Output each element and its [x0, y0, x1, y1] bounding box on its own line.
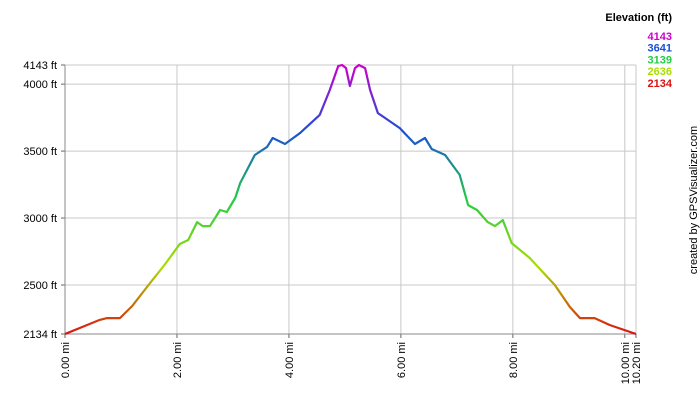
y-tick-label: 2500 ft: [23, 280, 57, 292]
y-tick-label: 3500 ft: [23, 146, 57, 158]
credit: created by GPSVisualizer.com: [688, 126, 700, 274]
x-tick-label: 4.00 mi: [284, 342, 296, 378]
x-tick-label: 0.00 mi: [60, 342, 72, 378]
legend-value: 4143: [648, 31, 672, 43]
y-tick-label: 3000 ft: [23, 213, 57, 225]
elevation-line: [64, 63, 637, 336]
x-tick-label: 10.20 mi: [631, 342, 643, 384]
legend-value: 2134: [648, 78, 673, 90]
legend-value: 2636: [648, 66, 672, 78]
legend-value: 3139: [648, 54, 672, 66]
x-tick-label: 2.00 mi: [172, 342, 184, 378]
y-tick-label: 4143 ft: [23, 60, 57, 72]
y-tick-label: 2134 ft: [23, 329, 57, 341]
x-tick-label: 6.00 mi: [396, 342, 408, 378]
y-tick-label: 4000 ft: [23, 79, 57, 91]
x-tick-label: 10.00 mi: [620, 342, 632, 384]
legend-value: 3641: [648, 43, 672, 55]
x-tick-label: 8.00 mi: [508, 342, 520, 378]
legend-title: Elevation (ft): [605, 12, 672, 24]
